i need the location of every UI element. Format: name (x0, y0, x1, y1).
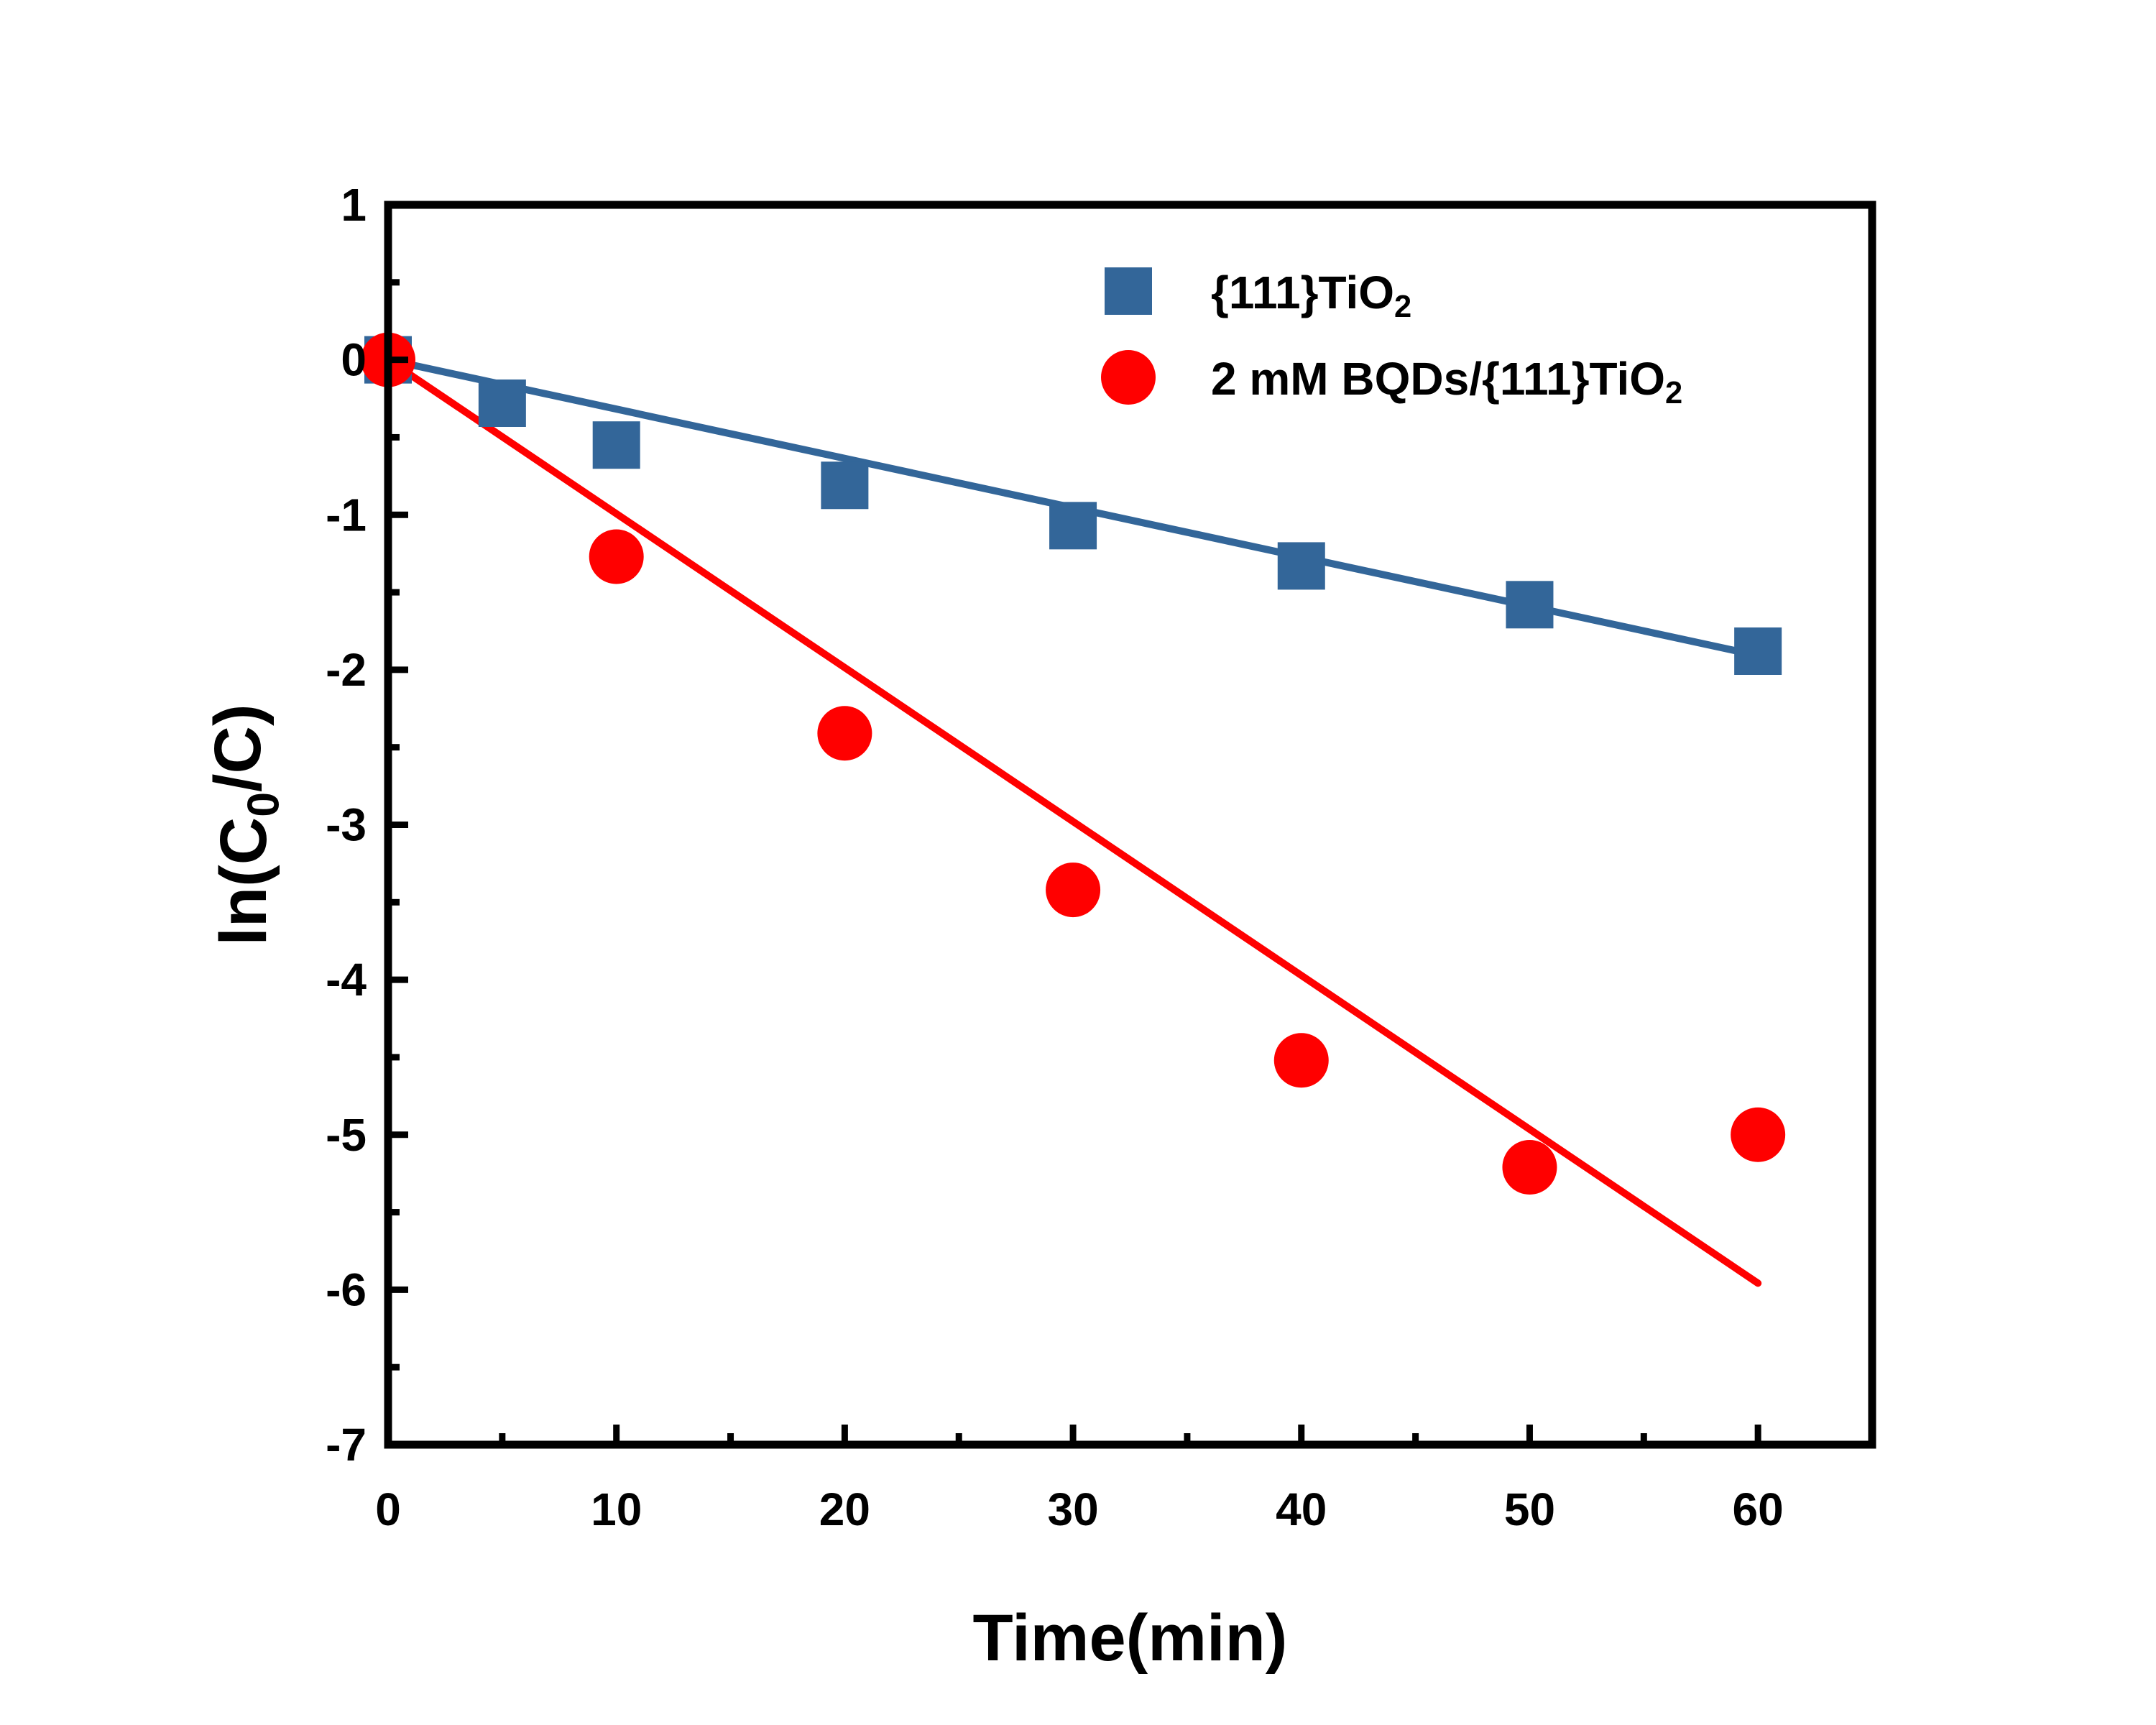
x-axis-title: Time(min) (973, 1601, 1288, 1675)
data-point-series-1 (821, 461, 869, 510)
data-point-series-2 (1273, 1033, 1329, 1088)
legend-label-series-1-subscript: 2 (1394, 290, 1411, 324)
data-point-series-1 (1049, 502, 1097, 550)
data-point-series-1 (478, 380, 526, 427)
axis-titles: Time(min)ln(C0/C) (201, 704, 1288, 1675)
x-tick-label: 40 (1276, 1484, 1327, 1535)
legend-label-series-2-base: 2 mM BQDs/{111}TiO (1211, 353, 1665, 405)
x-tick-label: 0 (375, 1484, 401, 1535)
legend-label-series-2: 2 mM BQDs/{111}TiO2 (1211, 353, 1682, 410)
legend-marker-series-2 (1101, 350, 1156, 405)
data-point-series-1 (1277, 542, 1325, 590)
data-point-series-2 (1502, 1140, 1557, 1195)
legend-marker-series-1 (1105, 267, 1152, 315)
data-point-series-2 (817, 706, 872, 761)
legend-label-series-1-base: {111}TiO (1211, 267, 1394, 318)
y-tick-label: 0 (341, 334, 367, 386)
y-tick-label: -3 (326, 799, 367, 851)
y-tick-label: -6 (326, 1264, 367, 1315)
x-tick-label: 10 (591, 1484, 642, 1535)
y-tick-label: -4 (326, 954, 367, 1006)
y-axis-title: ln(C0/C) (201, 704, 289, 945)
data-point-series-2 (1731, 1107, 1786, 1162)
legend-label-series-2-subscript: 2 (1665, 376, 1682, 410)
data-point-series-2 (589, 529, 644, 584)
y-axis-title-base: ln(C (207, 817, 280, 946)
x-tick-label: 30 (1047, 1484, 1098, 1535)
y-tick-label: 1 (341, 179, 367, 231)
data-point-series-1 (1506, 581, 1554, 629)
y-axis-title-subscript: 0 (239, 792, 289, 817)
legend-label-series-1: {111}TiO2 (1211, 267, 1411, 324)
y-axis-title-group: ln(C0/C) (201, 704, 289, 945)
x-tick-label: 50 (1504, 1484, 1555, 1535)
x-tick-label: 60 (1733, 1484, 1784, 1535)
data-point-series-2 (1046, 862, 1101, 918)
data-point-series-1 (1734, 627, 1782, 675)
y-tick-label: -2 (326, 644, 367, 696)
plot-area (361, 332, 1786, 1287)
y-axis-title-tail: /C) (201, 704, 275, 792)
x-tick-label: 20 (819, 1484, 870, 1535)
y-tick-label: -7 (326, 1419, 367, 1471)
y-tick-label: -1 (326, 489, 367, 540)
data-point-series-1 (592, 421, 640, 469)
y-tick-label: -5 (326, 1109, 367, 1161)
fit-line-series-2 (384, 356, 1762, 1287)
